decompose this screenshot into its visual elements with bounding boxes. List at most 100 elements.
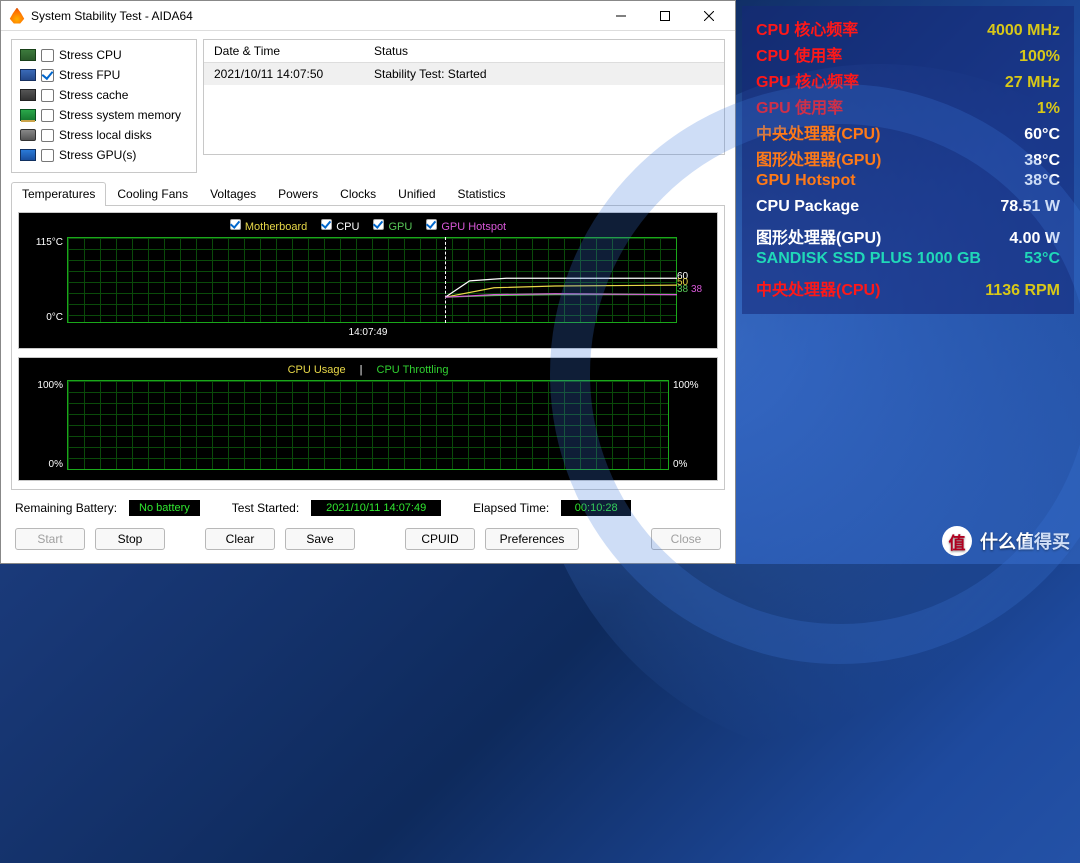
status-row: Remaining Battery: No battery Test Start… [11, 490, 725, 524]
osd-row-8: 图形处理器(GPU) 4.00 W [756, 224, 1060, 250]
tab-cooling-fans[interactable]: Cooling Fans [106, 182, 199, 206]
minimize-button[interactable] [599, 2, 643, 30]
tabs-row: TemperaturesCooling FansVoltagesPowersCl… [11, 181, 725, 206]
stress-cpu-icon [20, 49, 36, 61]
temp-rlabel: 38 [691, 285, 702, 295]
log-col-status: Status [364, 40, 724, 63]
osd-row-0: CPU 核心频率 4000 MHz [756, 16, 1060, 42]
osd-val-10: 1136 RPM [985, 282, 1060, 300]
temp-rlabel: 50 [677, 278, 688, 288]
usage-rybot: 0% [673, 459, 687, 470]
osd-key-10: 中央处理器(CPU) [756, 276, 880, 300]
stress-cpu[interactable]: Stress CPU [20, 46, 188, 64]
button-row: Start Stop Clear Save CPUID Preferences … [11, 524, 725, 560]
legend-sep: | [360, 364, 363, 376]
osd-row-1: CPU 使用率 100% [756, 42, 1060, 68]
osd-key-4: 中央处理器(CPU) [756, 120, 880, 144]
legend-hot: GPU Hotspot [441, 221, 506, 233]
tab-voltages[interactable]: Voltages [199, 182, 267, 206]
osd-row-3: GPU 使用率 1% [756, 94, 1060, 120]
cpuid-button[interactable]: CPUID [405, 528, 475, 550]
stress-disks-checkbox[interactable] [41, 129, 54, 142]
stress-disks[interactable]: Stress local disks [20, 126, 188, 144]
stress-gpu-checkbox[interactable] [41, 149, 54, 162]
maximize-button[interactable] [643, 2, 687, 30]
legend-mb-checkbox[interactable] [230, 219, 241, 230]
stress-cache[interactable]: Stress cache [20, 86, 188, 104]
osd-row-9: SANDISK SSD PLUS 1000 GB 53°C [756, 250, 1060, 276]
titlebar[interactable]: System Stability Test - AIDA64 [1, 1, 735, 31]
started-value: 2021/10/11 14:07:49 [311, 500, 441, 516]
osd-val-4: 60°C [1024, 126, 1060, 144]
tab-temperatures[interactable]: Temperatures [11, 182, 106, 206]
temp-plot-area [67, 237, 677, 323]
temp-ybot: 0°C [46, 312, 63, 323]
log-status: Stability Test: Started [364, 63, 724, 86]
clear-button[interactable]: Clear [205, 528, 275, 550]
start-button[interactable]: Start [15, 528, 85, 550]
osd-val-5: 38°C [1024, 152, 1060, 170]
stress-sysmem[interactable]: Stress system memory [20, 106, 188, 124]
osd-val-7: 78.51 W [1000, 198, 1060, 216]
watermark-badge: 值 [942, 526, 972, 556]
series-hot [445, 294, 677, 297]
legend-gpu-checkbox[interactable] [373, 219, 384, 230]
osd-row-2: GPU 核心频率 27 MHz [756, 68, 1060, 94]
stress-fpu-label: Stress FPU [59, 68, 120, 82]
osd-val-9: 53°C [1024, 250, 1060, 268]
stop-button[interactable]: Stop [95, 528, 165, 550]
osd-val-8: 4.00 W [1009, 230, 1060, 248]
close-button[interactable] [687, 2, 731, 30]
stress-disks-icon [20, 129, 36, 141]
osd-panel: CPU 核心频率 4000 MHzCPU 使用率 100%GPU 核心频率 27… [742, 6, 1074, 314]
flame-icon [9, 8, 25, 24]
stress-cpu-label: Stress CPU [59, 48, 122, 62]
window-title: System Stability Test - AIDA64 [31, 9, 599, 23]
watermark: 值 什么值得买 [942, 526, 1070, 556]
legend-cpu: CPU [336, 221, 359, 233]
stress-sysmem-label: Stress system memory [59, 108, 181, 122]
tab-statistics[interactable]: Statistics [447, 182, 517, 206]
charts-container: Motherboard CPU GPU GPU Hotspot 115°C 0°… [11, 206, 725, 490]
stress-fpu-checkbox[interactable] [41, 69, 54, 82]
tab-powers[interactable]: Powers [267, 182, 329, 206]
osd-val-1: 100% [1019, 48, 1060, 66]
remaining-label: Remaining Battery: [15, 501, 117, 515]
usage-rytop: 100% [673, 380, 699, 391]
preferences-button[interactable]: Preferences [485, 528, 579, 550]
osd-key-2: GPU 核心频率 [756, 68, 859, 92]
elapsed-label: Elapsed Time: [473, 501, 549, 515]
osd-row-7: CPU Package 78.51 W [756, 198, 1060, 224]
stress-cache-icon [20, 89, 36, 101]
temp-rlabel: 38 [677, 285, 688, 295]
legend-cpu-checkbox[interactable] [321, 219, 332, 230]
close-dialog-button[interactable]: Close [651, 528, 721, 550]
tab-unified[interactable]: Unified [387, 182, 446, 206]
stress-options-panel: Stress CPU Stress FPU Stress cache Stres… [11, 39, 197, 173]
stress-gpu-icon [20, 149, 36, 161]
osd-row-4: 中央处理器(CPU) 60°C [756, 120, 1060, 146]
osd-key-3: GPU 使用率 [756, 94, 843, 118]
aida64-window: System Stability Test - AIDA64 Stress CP… [0, 0, 736, 564]
osd-val-2: 27 MHz [1005, 74, 1060, 92]
osd-row-5: 图形处理器(GPU) 38°C [756, 146, 1060, 172]
save-button[interactable]: Save [285, 528, 355, 550]
stress-cpu-checkbox[interactable] [41, 49, 54, 62]
legend-usage: CPU Usage [288, 364, 346, 376]
usage-plot-area [67, 380, 669, 470]
osd-val-0: 4000 MHz [987, 22, 1060, 40]
osd-row-6: GPU Hotspot 38°C [756, 172, 1060, 198]
osd-key-0: CPU 核心频率 [756, 16, 858, 40]
legend-hot-checkbox[interactable] [426, 219, 437, 230]
tab-clocks[interactable]: Clocks [329, 182, 387, 206]
temperature-chart: Motherboard CPU GPU GPU Hotspot 115°C 0°… [18, 212, 718, 349]
started-label: Test Started: [232, 501, 299, 515]
stress-sysmem-checkbox[interactable] [41, 109, 54, 122]
log-row[interactable]: 2021/10/11 14:07:50 Stability Test: Star… [204, 63, 724, 86]
stress-gpu[interactable]: Stress GPU(s) [20, 146, 188, 164]
temp-ytop: 115°C [36, 237, 63, 248]
stress-cache-checkbox[interactable] [41, 89, 54, 102]
osd-val-3: 1% [1037, 100, 1060, 118]
stress-fpu[interactable]: Stress FPU [20, 66, 188, 84]
osd-val-6: 38°C [1024, 172, 1060, 190]
